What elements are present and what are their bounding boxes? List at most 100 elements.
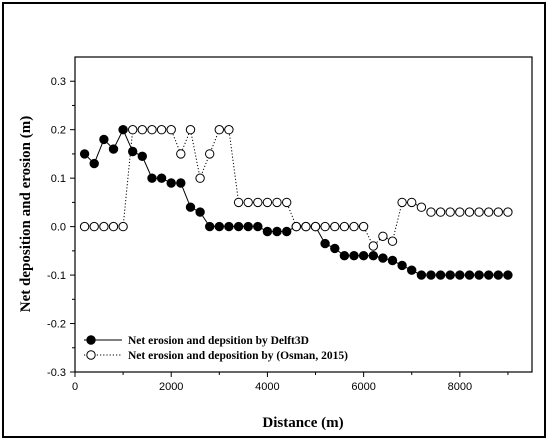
data-point-delft3d: [185, 202, 196, 212]
y-tick-label: 0.1: [51, 173, 66, 185]
data-point-osman: [435, 207, 446, 217]
data-point-osman: [205, 149, 215, 159]
data-point-osman: [291, 221, 301, 232]
data-point-osman: [156, 125, 167, 135]
data-point-delft3d: [137, 151, 148, 162]
data-point-delft3d: [358, 251, 369, 261]
data-point-delft3d: [503, 270, 513, 280]
data-point-osman: [282, 197, 292, 208]
legend-marker-1: [86, 335, 96, 345]
data-point-osman: [233, 197, 244, 208]
data-point-osman: [349, 221, 359, 232]
data-point-osman: [108, 221, 119, 232]
y-tick-label: 0.3: [51, 76, 66, 88]
data-point-delft3d: [205, 221, 215, 232]
data-point-osman: [464, 207, 475, 217]
data-point-delft3d: [224, 221, 234, 232]
data-point-delft3d: [253, 221, 263, 232]
data-point-osman: [330, 221, 340, 232]
data-point-osman: [272, 197, 282, 208]
data-point-osman: [310, 221, 321, 232]
data-point-delft3d: [484, 270, 494, 280]
data-point-osman: [137, 125, 148, 135]
data-point-delft3d: [214, 221, 225, 232]
data-point-osman: [397, 197, 407, 208]
data-point-delft3d: [272, 226, 282, 237]
data-point-delft3d: [243, 221, 253, 232]
data-point-osman: [243, 197, 253, 208]
data-point-delft3d: [79, 149, 90, 159]
data-point-osman: [224, 125, 234, 135]
y-axis-ticks: -0.3 -0.2 -0.1 0.0 0.1 0.2 0.3: [47, 76, 75, 379]
data-point-delft3d: [339, 251, 350, 261]
y-tick-label: 0.0: [51, 222, 66, 234]
data-point-osman: [455, 207, 465, 217]
legend-label-2: Net erosion and deposition by (Osman, 20…: [128, 350, 348, 362]
x-tick-label: 8000: [448, 381, 472, 393]
data-point-delft3d: [156, 173, 167, 183]
data-point-osman: [474, 207, 484, 217]
x-axis-ticks: 0 2000 4000 6000 8000: [72, 372, 509, 393]
data-point-delft3d: [416, 270, 427, 280]
x-tick-label: 6000: [351, 381, 375, 393]
data-point-osman: [79, 221, 90, 232]
data-point-delft3d: [128, 146, 138, 157]
y-axis-title: Net deposition and erosion (m): [18, 116, 34, 312]
data-point-delft3d: [320, 238, 330, 249]
data-point-delft3d: [445, 270, 455, 280]
x-axis-title: Distance (m): [262, 415, 343, 431]
data-point-osman: [89, 221, 99, 232]
data-point-osman: [176, 149, 186, 159]
data-point-delft3d: [262, 226, 273, 237]
data-point-delft3d: [282, 226, 292, 237]
data-point-delft3d: [368, 251, 378, 261]
data-point-osman: [493, 207, 503, 217]
data-point-delft3d: [147, 173, 157, 183]
data-point-delft3d: [493, 270, 503, 280]
data-point-osman: [484, 207, 494, 217]
data-point-osman: [166, 125, 176, 135]
data-point-osman: [320, 221, 330, 232]
x-tick-label: 2000: [159, 381, 183, 393]
data-point-osman: [118, 221, 128, 232]
data-point-osman: [407, 197, 417, 208]
data-point-osman: [128, 125, 138, 135]
data-point-osman: [368, 241, 378, 251]
data-point-delft3d: [378, 253, 388, 263]
data-point-osman: [378, 231, 388, 242]
data-point-delft3d: [118, 125, 128, 135]
data-point-osman: [214, 125, 225, 135]
x-tick-label: 0: [72, 381, 78, 393]
data-point-delft3d: [233, 221, 244, 232]
data-point-osman: [426, 207, 436, 217]
data-point-delft3d: [407, 265, 417, 275]
data-point-delft3d: [474, 270, 484, 280]
data-point-osman: [301, 221, 311, 232]
legend-marker-2: [86, 350, 96, 360]
data-point-delft3d: [99, 134, 109, 145]
data-point-delft3d: [89, 158, 99, 169]
data-point-osman: [387, 236, 398, 246]
y-tick-label: -0.3: [47, 367, 66, 379]
series-layer: [79, 125, 513, 280]
data-point-delft3d: [426, 270, 436, 280]
data-point-delft3d: [455, 270, 465, 280]
legend: Net erosion and depsition by Delft3D Net …: [84, 335, 348, 362]
data-point-delft3d: [166, 178, 176, 188]
data-point-delft3d: [464, 270, 475, 280]
data-point-osman: [99, 221, 109, 232]
data-point-osman: [185, 125, 196, 135]
data-point-osman: [147, 125, 157, 135]
data-point-delft3d: [435, 270, 446, 280]
plot-area: [74, 56, 533, 373]
data-point-delft3d: [195, 207, 205, 217]
data-point-osman: [253, 197, 263, 208]
y-tick-label: -0.1: [47, 270, 66, 282]
data-point-osman: [445, 207, 455, 217]
data-point-osman: [503, 207, 513, 217]
data-point-delft3d: [387, 255, 398, 266]
data-point-delft3d: [108, 144, 119, 154]
y-tick-label: 0.2: [51, 125, 66, 137]
x-tick-label: 4000: [255, 381, 279, 393]
